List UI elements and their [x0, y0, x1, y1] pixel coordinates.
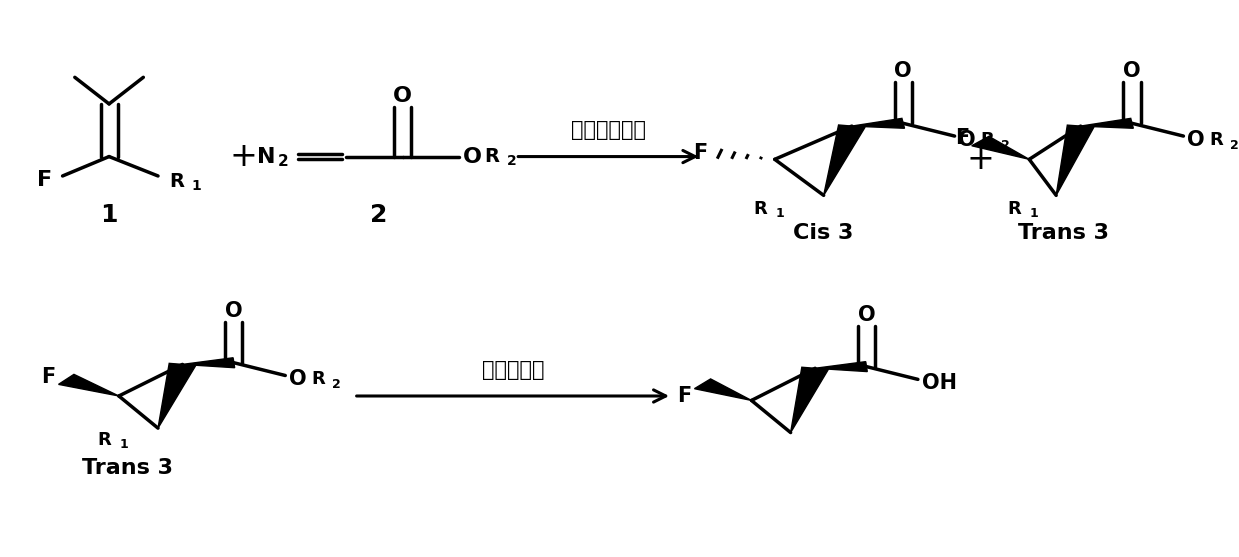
Text: 手性钓偲化剂: 手性钓偲化剂	[571, 120, 646, 140]
Text: 2: 2	[1230, 139, 1239, 152]
Text: O: O	[462, 146, 482, 167]
Text: O: O	[1124, 61, 1141, 81]
Text: 2: 2	[507, 154, 517, 168]
Text: R: R	[169, 172, 185, 191]
Text: R: R	[98, 431, 112, 449]
Polygon shape	[790, 367, 829, 433]
Text: R: R	[311, 370, 325, 388]
Text: O: O	[895, 61, 912, 81]
Text: 2: 2	[369, 203, 387, 227]
Text: 傂化剂体系: 傂化剂体系	[482, 360, 544, 380]
Text: F: F	[955, 128, 969, 148]
Text: 2: 2	[278, 154, 289, 169]
Polygon shape	[159, 363, 196, 428]
Text: N: N	[256, 146, 275, 167]
Text: Trans 3: Trans 3	[82, 458, 173, 478]
Text: F: F	[37, 170, 52, 190]
Text: +: +	[229, 140, 258, 173]
Text: R: R	[484, 147, 499, 166]
Text: F: F	[676, 386, 691, 406]
Text: F: F	[693, 143, 707, 163]
Text: 1: 1	[1030, 207, 1038, 220]
Polygon shape	[1056, 125, 1094, 196]
Text: O: O	[857, 305, 875, 325]
Text: 1: 1	[100, 203, 118, 227]
Text: OH: OH	[922, 373, 957, 393]
Polygon shape	[824, 125, 865, 196]
Text: R: R	[1007, 200, 1021, 218]
Text: R: R	[753, 200, 767, 218]
Polygon shape	[971, 136, 1030, 159]
Polygon shape	[1080, 119, 1134, 128]
Polygon shape	[852, 119, 904, 128]
Text: 1: 1	[191, 179, 201, 193]
Text: Trans 3: Trans 3	[1018, 223, 1109, 243]
Text: O: O	[289, 369, 306, 389]
Text: +: +	[966, 143, 994, 176]
Text: R: R	[980, 131, 994, 149]
Text: R: R	[1209, 131, 1223, 149]
Text: F: F	[41, 367, 55, 387]
Polygon shape	[815, 361, 867, 372]
Polygon shape	[694, 379, 752, 400]
Text: O: O	[393, 86, 413, 106]
Text: O: O	[958, 130, 976, 150]
Polygon shape	[58, 374, 119, 396]
Text: 1: 1	[776, 207, 784, 220]
Text: O: O	[1187, 130, 1204, 150]
Text: O: O	[225, 301, 243, 321]
Polygon shape	[182, 358, 234, 368]
Text: Cis 3: Cis 3	[793, 223, 854, 243]
Text: 2: 2	[332, 378, 341, 392]
Text: 2: 2	[1001, 139, 1010, 152]
Text: 1: 1	[119, 438, 128, 451]
